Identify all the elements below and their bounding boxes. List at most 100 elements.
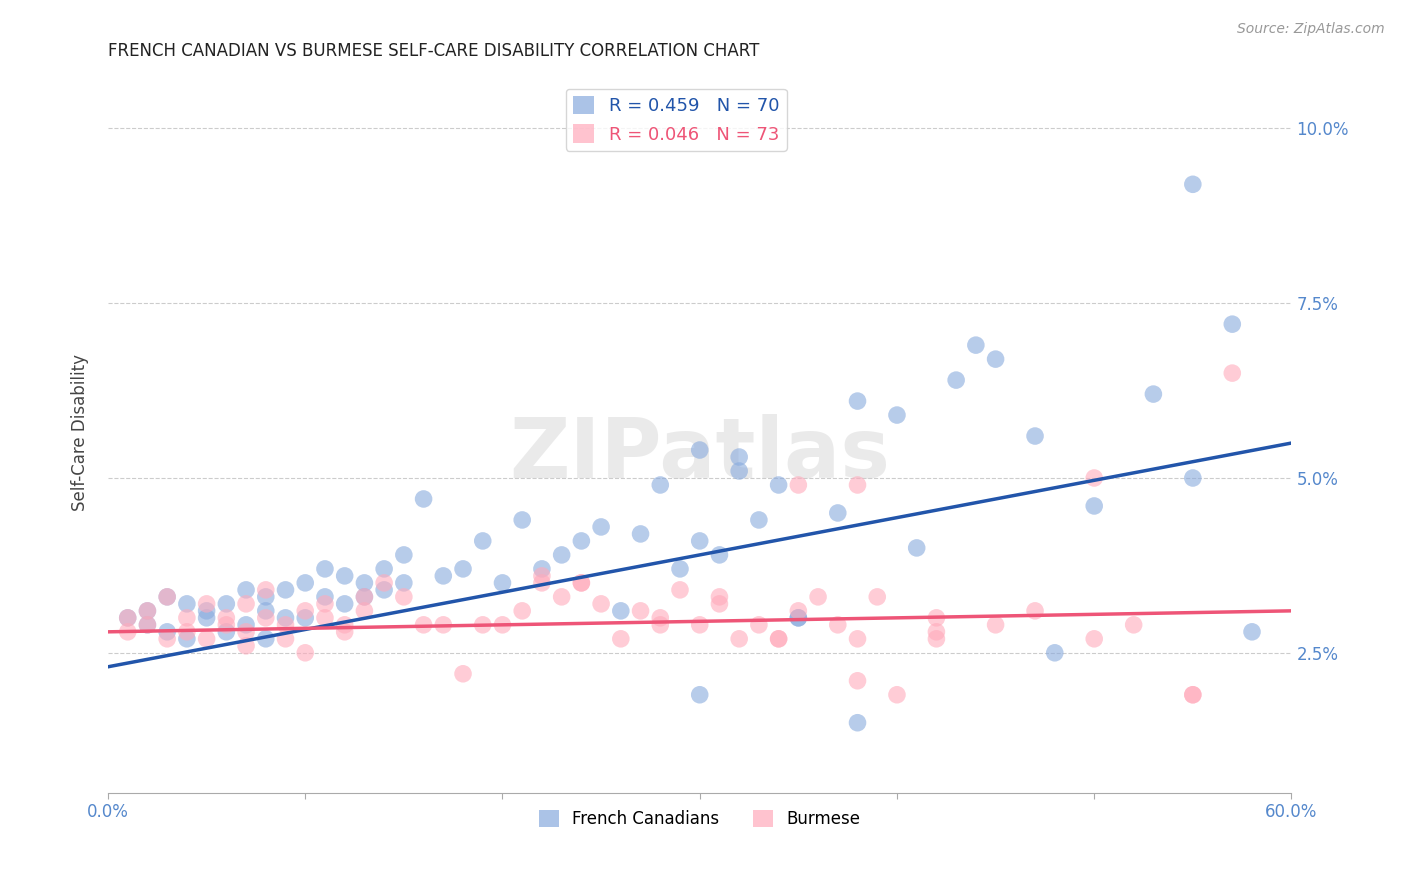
Point: [314, 611, 336, 625]
Point: [748, 513, 770, 527]
Point: [610, 604, 633, 618]
Point: [156, 624, 179, 639]
Point: [510, 513, 533, 527]
Point: [591, 597, 613, 611]
Point: [274, 617, 297, 632]
Point: [925, 624, 948, 639]
Point: [254, 611, 277, 625]
Point: [630, 527, 652, 541]
Point: [1024, 604, 1046, 618]
Point: [886, 688, 908, 702]
Point: [846, 673, 869, 688]
Point: [945, 373, 967, 387]
Point: [215, 611, 238, 625]
Point: [274, 582, 297, 597]
Point: [530, 562, 553, 576]
Point: [274, 632, 297, 646]
Point: [195, 597, 218, 611]
Point: [650, 478, 672, 492]
Point: [235, 617, 257, 632]
Point: [215, 624, 238, 639]
Point: [689, 688, 711, 702]
Point: [787, 604, 810, 618]
Point: [353, 604, 375, 618]
Point: [294, 604, 316, 618]
Point: [373, 582, 395, 597]
Point: [728, 450, 751, 464]
Point: [353, 575, 375, 590]
Point: [491, 617, 513, 632]
Point: [1024, 429, 1046, 443]
Point: [156, 590, 179, 604]
Point: [984, 352, 1007, 367]
Point: [728, 464, 751, 478]
Point: [569, 575, 592, 590]
Point: [235, 624, 257, 639]
Point: [176, 597, 198, 611]
Point: [787, 611, 810, 625]
Point: [136, 604, 159, 618]
Point: [254, 632, 277, 646]
Point: [117, 611, 139, 625]
Point: [510, 604, 533, 618]
Point: [235, 597, 257, 611]
Point: [1181, 178, 1204, 192]
Point: [1083, 632, 1105, 646]
Point: [669, 582, 692, 597]
Point: [471, 533, 494, 548]
Point: [314, 597, 336, 611]
Point: [569, 575, 592, 590]
Point: [215, 597, 238, 611]
Point: [709, 597, 731, 611]
Point: [550, 590, 572, 604]
Point: [846, 715, 869, 730]
Point: [669, 562, 692, 576]
Point: [432, 617, 454, 632]
Point: [866, 590, 889, 604]
Point: [412, 491, 434, 506]
Point: [787, 611, 810, 625]
Point: [610, 632, 633, 646]
Point: [373, 562, 395, 576]
Point: [353, 590, 375, 604]
Point: [846, 394, 869, 409]
Point: [807, 590, 830, 604]
Point: [846, 478, 869, 492]
Point: [176, 624, 198, 639]
Point: [709, 590, 731, 604]
Point: [117, 611, 139, 625]
Point: [1083, 499, 1105, 513]
Point: [451, 562, 474, 576]
Point: [373, 575, 395, 590]
Point: [176, 632, 198, 646]
Point: [254, 604, 277, 618]
Point: [412, 617, 434, 632]
Point: [314, 562, 336, 576]
Text: FRENCH CANADIAN VS BURMESE SELF-CARE DISABILITY CORRELATION CHART: FRENCH CANADIAN VS BURMESE SELF-CARE DIS…: [108, 42, 759, 60]
Point: [827, 617, 849, 632]
Point: [905, 541, 928, 555]
Point: [530, 569, 553, 583]
Point: [591, 520, 613, 534]
Point: [1142, 387, 1164, 401]
Point: [294, 611, 316, 625]
Point: [650, 611, 672, 625]
Point: [215, 617, 238, 632]
Point: [195, 632, 218, 646]
Point: [136, 617, 159, 632]
Point: [156, 632, 179, 646]
Point: [235, 639, 257, 653]
Point: [1043, 646, 1066, 660]
Point: [274, 611, 297, 625]
Point: [491, 575, 513, 590]
Point: [392, 575, 415, 590]
Point: [1220, 366, 1243, 380]
Y-axis label: Self-Care Disability: Self-Care Disability: [72, 354, 89, 511]
Point: [768, 478, 790, 492]
Legend: French Canadians, Burmese: French Canadians, Burmese: [533, 803, 868, 835]
Point: [827, 506, 849, 520]
Point: [787, 478, 810, 492]
Point: [709, 548, 731, 562]
Point: [689, 533, 711, 548]
Point: [689, 443, 711, 458]
